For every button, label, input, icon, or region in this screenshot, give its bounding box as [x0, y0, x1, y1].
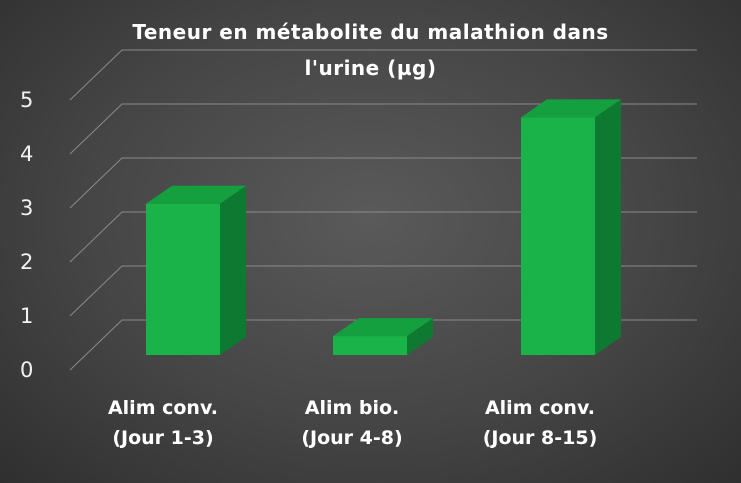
gridline-3 — [69, 157, 697, 209]
y-tick-5: 5 — [20, 88, 34, 112]
gridline-0 — [69, 319, 697, 371]
x-label-1-line-2: (Jour 1-3) — [112, 427, 214, 449]
x-label-2: Alim bio. (Jour 4-8) — [257, 393, 447, 453]
bar-2-top — [333, 318, 433, 337]
x-label-2-line-2: (Jour 4-8) — [301, 427, 403, 449]
x-label-1-line-1: Alim conv. — [107, 397, 219, 419]
bar-2 — [333, 336, 407, 355]
x-label-3-line-1: Alim conv. — [484, 397, 596, 419]
chart-title-line-2: l'urine (µg) — [304, 56, 437, 80]
x-label-3-line-2: (Jour 8-15) — [482, 427, 598, 449]
gridline-2 — [69, 211, 697, 263]
bar-1 — [146, 203, 220, 355]
bar-1-top — [146, 185, 246, 204]
gridline-5 — [69, 49, 697, 101]
gridline-1 — [69, 265, 697, 317]
bar-1-side — [220, 185, 246, 355]
y-tick-3: 3 — [20, 196, 34, 220]
y-tick-1: 1 — [20, 304, 34, 328]
bar-3-top — [521, 99, 621, 118]
y-tick-4: 4 — [20, 142, 34, 166]
chart-title-line-1: Teneur en métabolite du malathion dans — [132, 20, 609, 44]
x-label-1: Alim conv. (Jour 1-3) — [68, 393, 258, 453]
bar-3 — [521, 117, 595, 356]
bar-3-side — [595, 99, 621, 356]
y-tick-0: 0 — [20, 358, 34, 382]
gridline-4 — [69, 103, 697, 155]
bar-2-side — [407, 318, 433, 355]
y-tick-2: 2 — [20, 250, 34, 274]
x-label-2-line-1: Alim bio. — [304, 397, 400, 419]
x-label-3: Alim conv. (Jour 8-15) — [445, 393, 635, 453]
